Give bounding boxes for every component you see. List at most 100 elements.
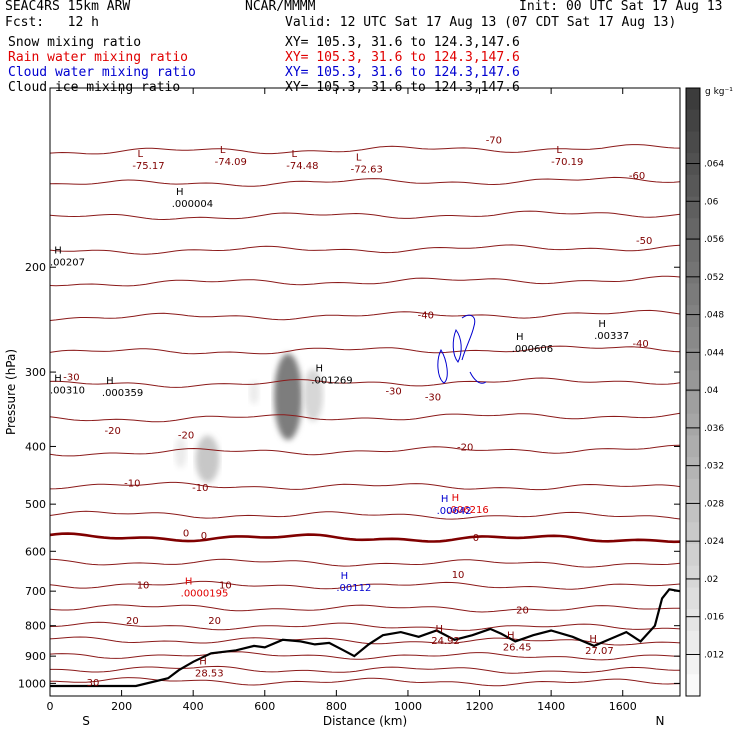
extremum-h-7: H.00337 <box>594 319 629 342</box>
isotherm-label-16: 10 <box>137 580 150 591</box>
extremum-value: -70.19 <box>551 157 583 168</box>
isotherm-label-7: -30 <box>425 393 441 404</box>
endpoint-left: S <box>82 714 90 728</box>
isotherm-label-2: -50 <box>636 236 652 247</box>
isotherm-line-15 <box>49 604 681 613</box>
isotherm-line-17 <box>49 636 681 646</box>
colorbar-tick-label: .064 <box>704 160 724 170</box>
extremum-mark: H <box>316 364 324 375</box>
extremum-mark: H <box>452 493 460 504</box>
isotherm-line-7 <box>49 377 681 388</box>
extremum-h-13: H.00642 <box>437 494 472 517</box>
colorbar-tick-label: .056 <box>704 235 724 245</box>
extremum-value: .001269 <box>311 376 352 387</box>
isotherm-line-14 <box>49 580 681 590</box>
colorbar-swatch <box>686 196 700 219</box>
extremum-l-0: L-75.17 <box>132 149 164 172</box>
extremum-mark: L <box>220 145 226 156</box>
isotherm-label-22: 30 <box>87 678 100 689</box>
shading-blob-4 <box>249 381 260 405</box>
extremum-value: -75.17 <box>132 161 164 172</box>
isotherm-label-13: 0 <box>183 529 189 540</box>
isotherm-label-4: -40 <box>632 339 648 350</box>
shading-blob-0 <box>274 353 303 440</box>
extremum-h-10: H.00310 <box>50 374 85 397</box>
extremum-mark: H <box>589 634 597 645</box>
extremum-value: .00642 <box>437 506 472 517</box>
isotherm-line-5 <box>49 309 681 321</box>
colorbar-swatch <box>686 565 700 588</box>
colorbar-swatch <box>686 218 700 241</box>
colorbar-swatch <box>686 326 700 350</box>
x-tick-label: 1200 <box>466 700 494 713</box>
y-tick-label: 400 <box>25 440 46 453</box>
colorbar-swatch <box>686 174 700 198</box>
extremum-mark: H <box>441 494 449 505</box>
x-tick-label: 400 <box>183 700 204 713</box>
extremum-value: .000606 <box>512 344 553 355</box>
extremum-h-17: H26.45 <box>503 630 532 653</box>
colorbar-swatch <box>686 522 700 545</box>
isotherm-line-6 <box>49 345 681 355</box>
isotherm-line-1 <box>49 176 681 187</box>
plot-frame <box>49 87 681 697</box>
isotherm-label-8: -20 <box>104 426 120 437</box>
x-tick-label: 0 <box>47 700 54 713</box>
extremum-h-18: H27.07 <box>585 634 614 657</box>
extremum-h-15: H.00112 <box>336 571 371 594</box>
endpoint-right: N <box>656 714 665 728</box>
isotherm-line-10 <box>49 481 681 491</box>
colorbar-swatch <box>686 392 700 415</box>
isotherm-label-17: 10 <box>219 580 232 591</box>
isotherm-label-3: -40 <box>418 310 434 321</box>
extremum-value: -72.63 <box>351 165 383 176</box>
extremum-h-19: H28.53 <box>195 656 224 679</box>
terrain-outline <box>50 588 681 688</box>
extremum-mark: L <box>356 153 362 164</box>
field-rain-label: Rain water mixing ratio <box>8 50 189 65</box>
colorbar-tick-label: .02 <box>704 575 718 585</box>
colorbar-swatch <box>686 240 700 263</box>
isotherm-line-11 <box>49 510 681 520</box>
isotherm-label-6: -30 <box>385 386 401 397</box>
extremum-mark: H <box>185 576 193 587</box>
isotherm-label-9: -20 <box>178 431 194 442</box>
model-title: SEAC4RS 15km ARW <box>5 0 131 14</box>
colorbar-tick-label: .028 <box>704 499 724 509</box>
shading-blob-1 <box>303 368 324 422</box>
extremum-mark: L <box>291 149 297 160</box>
extremum-mark: H <box>435 624 443 635</box>
extremum-h-6: H.00207 <box>50 246 85 269</box>
extremum-mark: H <box>176 187 184 198</box>
extremum-h-8: H.000606 <box>512 332 553 355</box>
isotherm-line-19 <box>50 665 680 674</box>
colorbar-unit: g kg⁻¹ <box>705 87 733 97</box>
isotherm-line-20 <box>49 677 681 687</box>
y-tick-label: 900 <box>25 650 46 663</box>
colorbar-swatch <box>686 652 700 675</box>
x-tick-label: 800 <box>326 700 347 713</box>
extremum-value: .000004 <box>172 199 213 210</box>
colorbar-tick-label: .032 <box>704 462 724 472</box>
colorbar-swatch <box>686 478 700 502</box>
colorbar-tick-label: .04 <box>704 386 719 396</box>
colorbar-swatch <box>686 305 700 328</box>
extremum-l-3: L-72.63 <box>351 153 383 176</box>
colorbar-swatch <box>686 370 700 393</box>
extremum-h-12: H.006216 <box>447 493 488 516</box>
extremum-l-4: L-70.19 <box>551 145 583 168</box>
isotherm-label-19: 20 <box>126 616 139 627</box>
y-tick-label: 600 <box>25 545 46 558</box>
hydrometeor-shading <box>174 353 324 483</box>
colorbar-tick-label: .048 <box>704 311 724 321</box>
extremum-value: -74.48 <box>286 161 318 172</box>
colorbar-tick-label: .016 <box>704 613 724 623</box>
extremum-value: .006216 <box>447 505 488 516</box>
isotherm-line-2 <box>49 210 681 221</box>
field-cloudwater-label: Cloud water mixing ratio <box>8 65 196 80</box>
colorbar-tick-label: .044 <box>704 348 724 358</box>
extremum-mark: H <box>598 319 606 330</box>
colorbar-swatch <box>686 587 700 610</box>
colorbar-tick-label: .036 <box>704 424 724 434</box>
